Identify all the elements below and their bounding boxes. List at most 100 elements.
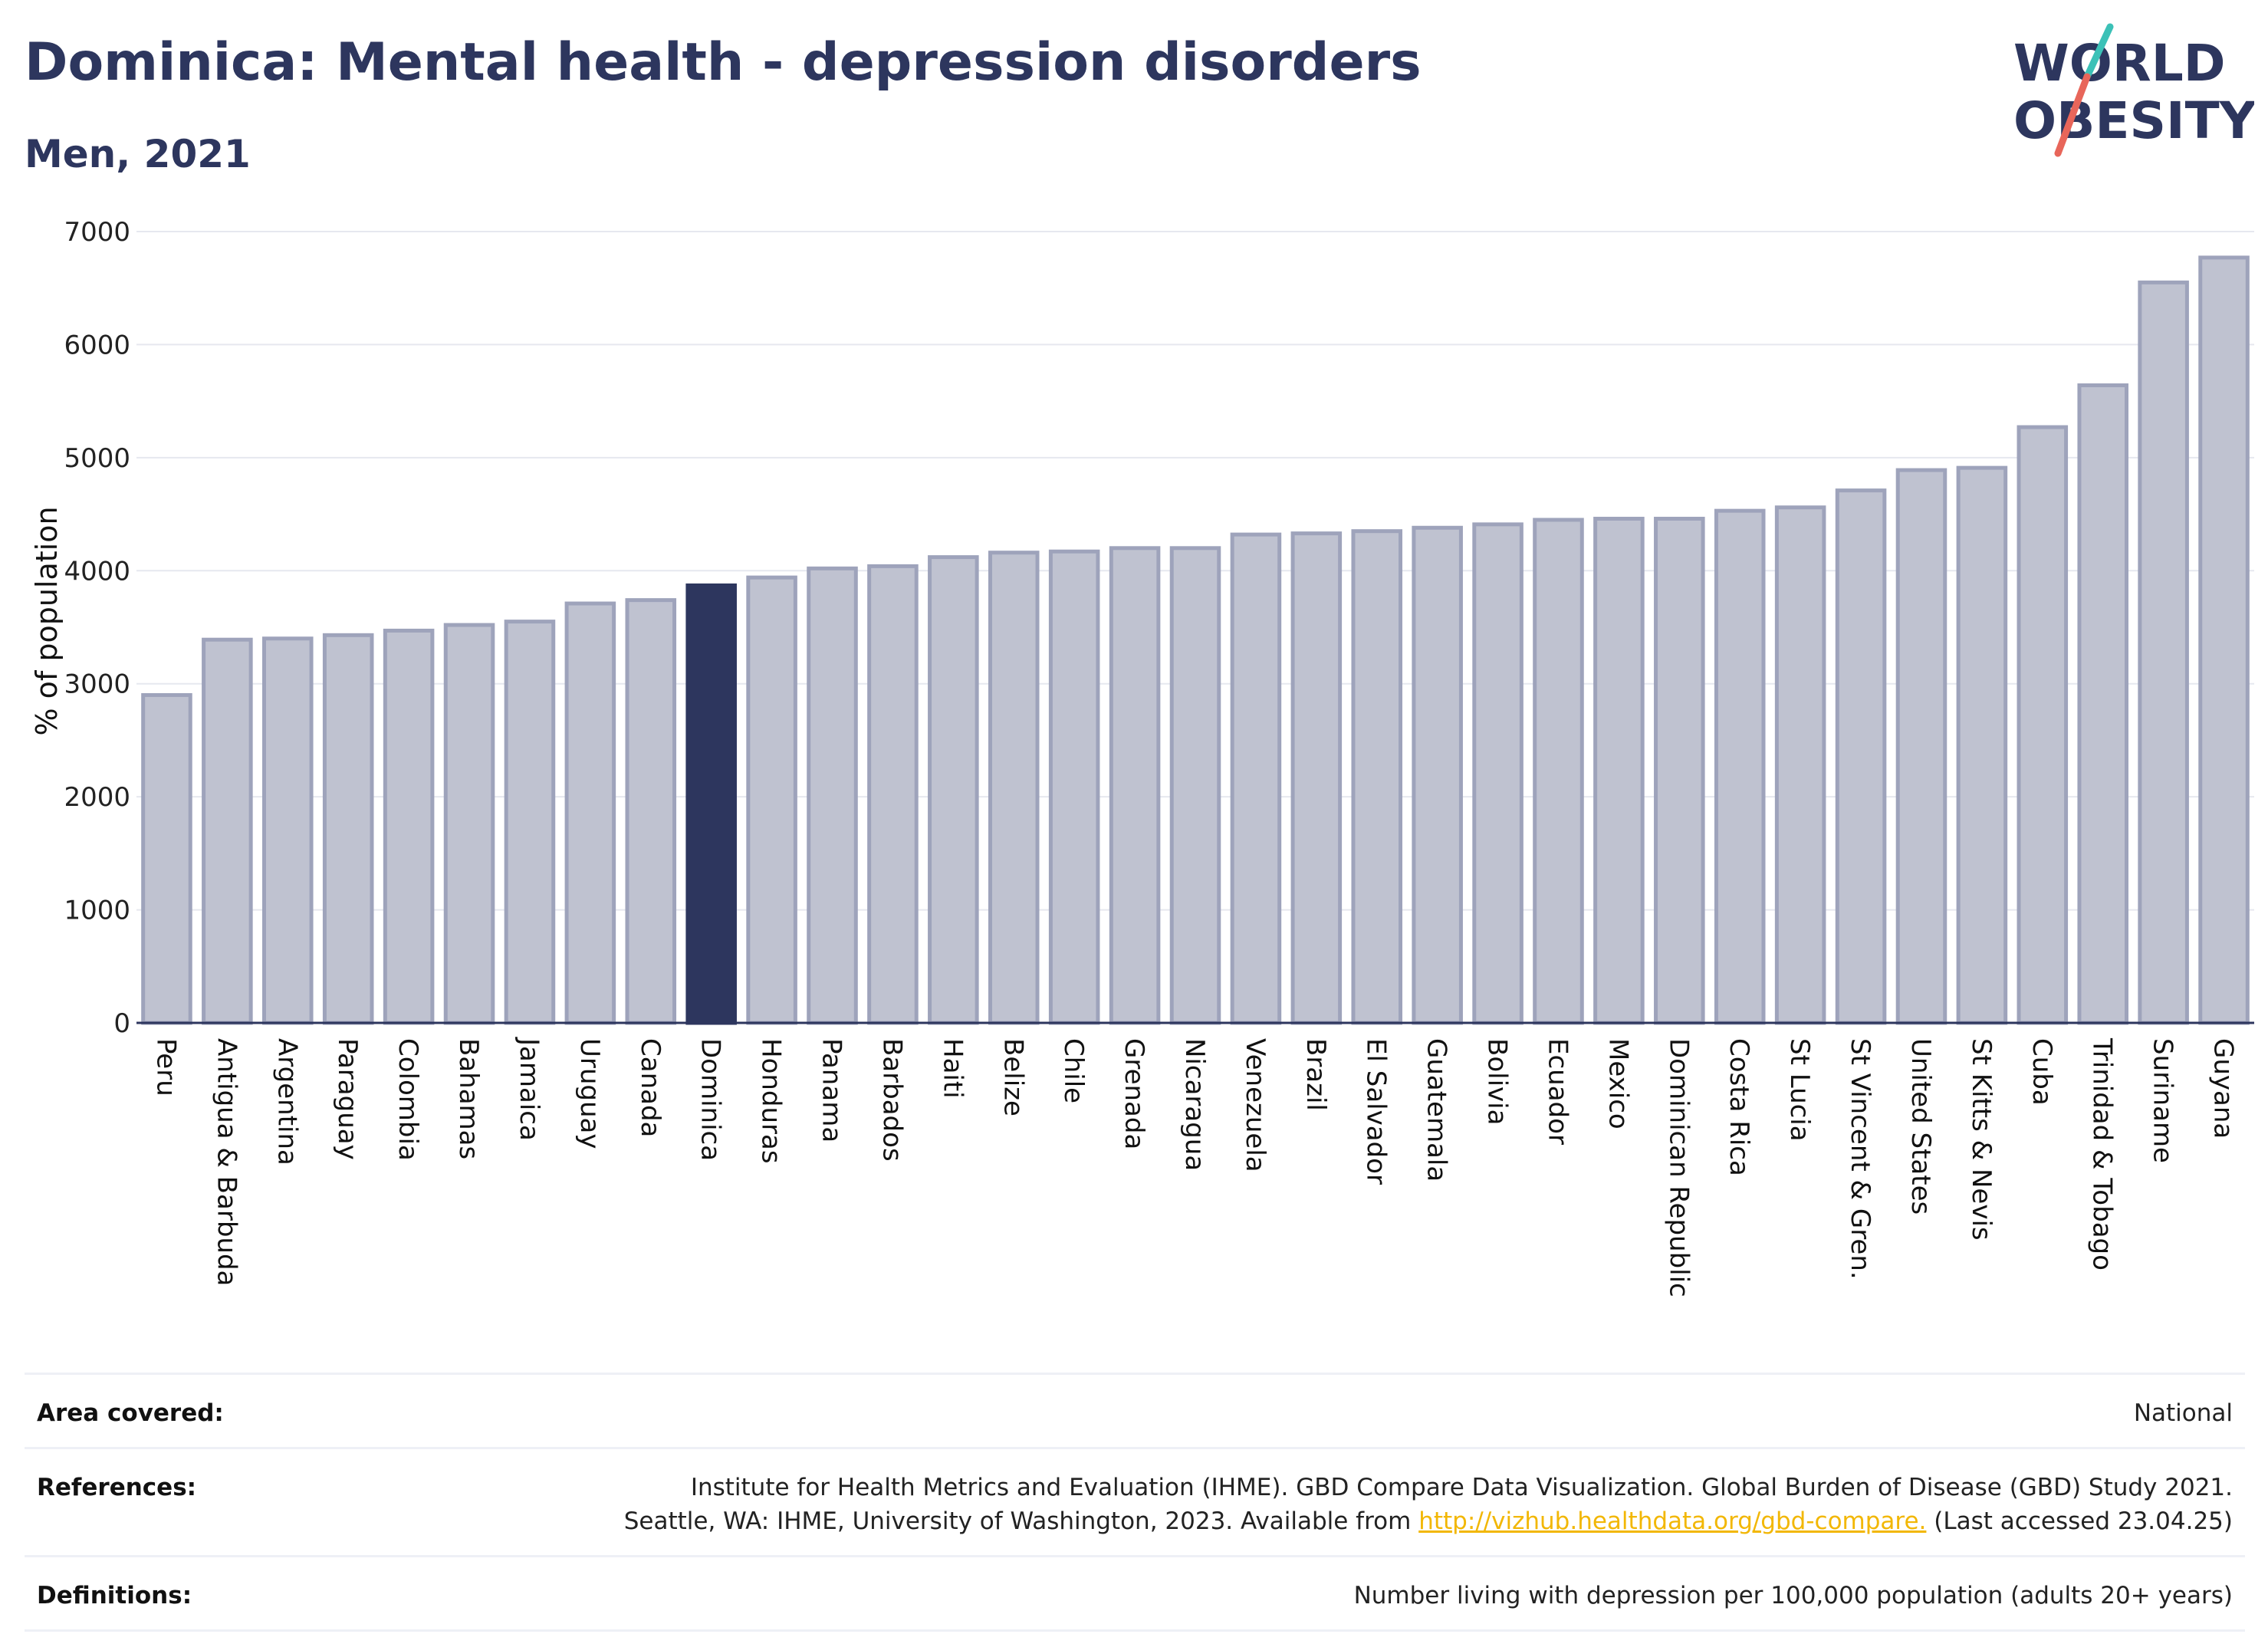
references-label: References: — [37, 1474, 197, 1501]
bar — [1412, 525, 1463, 1025]
x-tick-label: Panama — [817, 1038, 847, 1142]
references-value: Institute for Health Metrics and Evaluat… — [37, 1471, 2233, 1538]
bars — [141, 255, 2250, 1025]
y-tick-labels: 0 1000 2000 3000 4000 5000 6000 7000 — [64, 217, 130, 1039]
y-tick-label: 6000 — [64, 330, 130, 360]
references-line-2-suffix: (Last accessed 23.04.25) — [1926, 1507, 2233, 1535]
x-tick-label: Colombia — [393, 1038, 423, 1161]
bar — [1351, 529, 1403, 1025]
x-tick-label: Brazil — [1300, 1038, 1331, 1111]
bar — [928, 555, 979, 1025]
references-line-2: Seattle, WA: IHME, University of Washing… — [466, 1504, 2233, 1538]
area-covered-label: Area covered: — [37, 1399, 224, 1427]
x-tick-label: El Salvador — [1361, 1038, 1392, 1185]
area-covered-value: National — [2133, 1399, 2233, 1427]
bar — [1654, 516, 1705, 1025]
references-line-2-prefix: Seattle, WA: IHME, University of Washing… — [623, 1507, 1419, 1535]
x-tick-label: St Kitts & Nevis — [1966, 1038, 1997, 1241]
bar — [746, 575, 797, 1025]
y-tick-label: 2000 — [64, 782, 130, 813]
x-tick-label: Jamaica — [514, 1037, 544, 1141]
bar — [867, 564, 919, 1025]
x-tick-label: Bolivia — [1482, 1038, 1513, 1125]
x-tick-label: Honduras — [756, 1038, 787, 1164]
x-tick-label: Nicaragua — [1179, 1038, 1210, 1171]
references-line-1: Institute for Health Metrics and Evaluat… — [690, 1474, 2233, 1501]
x-tick-label: Belize — [998, 1038, 1028, 1116]
bar — [1472, 522, 1524, 1025]
bar — [2077, 383, 2128, 1025]
bar — [1895, 468, 1948, 1025]
y-tick-label: 5000 — [64, 443, 130, 474]
bar — [383, 628, 435, 1025]
bar — [1956, 465, 2008, 1025]
x-tick-label: St Vincent & Gren. — [1845, 1038, 1875, 1280]
logo-slash-top — [2083, 23, 2114, 81]
bar — [1714, 508, 1766, 1025]
x-tick-label: Dominica — [695, 1038, 726, 1161]
x-tick-label: Chile — [1058, 1038, 1089, 1103]
x-tick-label: Guatemala — [1422, 1038, 1452, 1182]
bar — [1109, 546, 1161, 1025]
bar — [262, 636, 314, 1025]
bar — [1230, 532, 1282, 1025]
y-tick-label: 7000 — [64, 217, 130, 248]
x-tick-label: Cuba — [2026, 1038, 2057, 1106]
bar — [2017, 425, 2069, 1025]
x-tick-label: Argentina — [271, 1038, 302, 1165]
logo-word-world: WORLD — [2013, 34, 2226, 93]
bar — [1774, 505, 1826, 1025]
x-tick-label: United States — [1905, 1038, 1936, 1215]
bar — [1835, 488, 1887, 1025]
x-tick-label: Venezuela — [1240, 1038, 1270, 1172]
chart-footer: Area covered: National References: Insti… — [25, 1373, 2245, 1632]
bar — [1290, 531, 1343, 1025]
y-tick-label: 4000 — [64, 556, 130, 587]
definitions-value: Number living with depression per 100,00… — [1353, 1582, 2233, 1609]
logo-slash-bottom — [2054, 73, 2091, 157]
x-tick-label: St Lucia — [1784, 1038, 1815, 1142]
y-tick-label: 3000 — [64, 669, 130, 700]
footer-references-row: References: Institute for Health Metrics… — [25, 1447, 2245, 1555]
bar — [1533, 518, 1584, 1025]
x-tick-label: Ecuador — [1542, 1038, 1573, 1145]
x-tick-label: Costa Rica — [1724, 1038, 1754, 1176]
x-tick-label: Guyana — [2208, 1038, 2239, 1139]
logo-word-obesity: OBESITY — [2013, 91, 2254, 150]
bar — [988, 551, 1040, 1025]
world-obesity-logo: WORLD OBESITY — [2013, 23, 2254, 157]
x-tick-label: Mexico — [1602, 1038, 1633, 1129]
bar — [625, 598, 677, 1025]
bar — [322, 633, 374, 1025]
x-tick-label: Peru — [150, 1038, 181, 1096]
bar — [2198, 255, 2250, 1025]
chart-subtitle: Men, 2021 — [25, 132, 251, 176]
x-tick-label: Trinidad & Tobago — [2087, 1037, 2118, 1271]
bar — [1048, 549, 1100, 1025]
x-tick-labels: Peru Antigua & Barbuda Argentina Paraguay Co… — [150, 1037, 2238, 1297]
chart-title: Dominica: Mental health - depression dis… — [25, 32, 1422, 93]
bar — [1169, 546, 1221, 1025]
bar — [141, 692, 192, 1025]
footer-area-row: Area covered: National — [25, 1373, 2245, 1447]
x-tick-label: Haiti — [937, 1038, 968, 1099]
x-tick-label: Uruguay — [574, 1038, 605, 1149]
y-axis-label: % of population — [30, 506, 64, 735]
bar-highlighted — [685, 583, 737, 1025]
definitions-label: Definitions: — [37, 1582, 192, 1609]
bar — [443, 623, 495, 1025]
x-tick-label: Bahamas — [453, 1038, 484, 1159]
x-tick-label: Antigua & Barbuda — [211, 1038, 242, 1286]
bar — [1593, 516, 1645, 1025]
bar — [504, 620, 556, 1025]
footer-definitions-row: Definitions: Number living with depressi… — [25, 1555, 2245, 1632]
references-link[interactable]: http://vizhub.healthdata.org/gbd-compare… — [1418, 1507, 1927, 1535]
bar-chart: 0 1000 2000 3000 4000 5000 6000 7000 Peru Antigu… — [30, 217, 2254, 1297]
bar — [202, 637, 253, 1025]
bar — [807, 566, 858, 1025]
x-tick-label: Barbados — [876, 1038, 907, 1162]
bar — [2138, 280, 2189, 1025]
x-tick-label: Paraguay — [332, 1038, 363, 1160]
bar — [564, 601, 616, 1025]
x-tick-label: Dominican Republic — [1663, 1038, 1694, 1297]
